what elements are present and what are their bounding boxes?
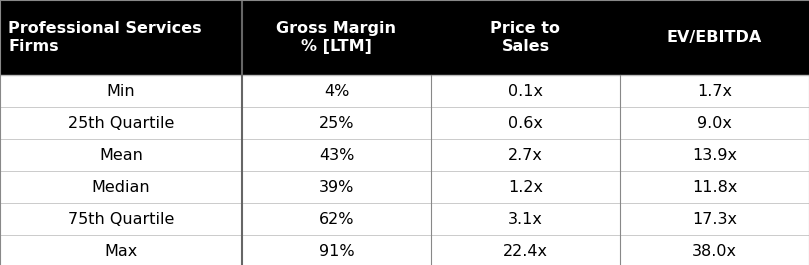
Text: 1.2x: 1.2x xyxy=(508,179,543,195)
Bar xyxy=(0,107,242,139)
Text: 0.1x: 0.1x xyxy=(508,83,543,99)
Bar xyxy=(431,75,620,107)
Bar xyxy=(620,0,809,75)
Text: 43%: 43% xyxy=(319,148,354,162)
Text: 9.0x: 9.0x xyxy=(697,116,732,130)
Text: Gross Margin
% [LTM]: Gross Margin % [LTM] xyxy=(277,21,396,54)
Bar xyxy=(0,203,242,235)
Bar xyxy=(431,203,620,235)
Bar xyxy=(431,0,620,75)
Text: 11.8x: 11.8x xyxy=(692,179,737,195)
Bar xyxy=(242,75,431,107)
Bar xyxy=(620,107,809,139)
Bar xyxy=(0,0,242,75)
Bar xyxy=(620,235,809,265)
Text: Price to
Sales: Price to Sales xyxy=(490,21,561,54)
Bar xyxy=(242,139,431,171)
Text: 62%: 62% xyxy=(319,211,354,227)
Text: Median: Median xyxy=(91,179,150,195)
Text: Professional Services
Firms: Professional Services Firms xyxy=(8,21,201,54)
Text: 0.6x: 0.6x xyxy=(508,116,543,130)
Text: 1.7x: 1.7x xyxy=(697,83,732,99)
Bar xyxy=(0,75,242,107)
Bar xyxy=(242,0,431,75)
Bar xyxy=(620,203,809,235)
Text: 22.4x: 22.4x xyxy=(503,244,548,258)
Text: 17.3x: 17.3x xyxy=(692,211,737,227)
Text: 3.1x: 3.1x xyxy=(508,211,543,227)
Text: 25th Quartile: 25th Quartile xyxy=(68,116,174,130)
Bar xyxy=(242,171,431,203)
Text: 13.9x: 13.9x xyxy=(692,148,737,162)
Bar xyxy=(431,139,620,171)
Text: Max: Max xyxy=(104,244,138,258)
Text: 39%: 39% xyxy=(319,179,354,195)
Bar xyxy=(0,139,242,171)
Bar xyxy=(0,235,242,265)
Text: EV/EBITDA: EV/EBITDA xyxy=(667,30,762,45)
Text: 25%: 25% xyxy=(319,116,354,130)
Text: Mean: Mean xyxy=(99,148,143,162)
Text: 75th Quartile: 75th Quartile xyxy=(68,211,174,227)
Bar xyxy=(242,235,431,265)
Bar xyxy=(620,139,809,171)
Bar xyxy=(431,107,620,139)
Text: 38.0x: 38.0x xyxy=(692,244,737,258)
Bar xyxy=(431,171,620,203)
Text: 4%: 4% xyxy=(324,83,349,99)
Text: 2.7x: 2.7x xyxy=(508,148,543,162)
Bar xyxy=(620,171,809,203)
Bar xyxy=(242,203,431,235)
Bar xyxy=(431,235,620,265)
Bar xyxy=(242,107,431,139)
Text: 91%: 91% xyxy=(319,244,354,258)
Bar xyxy=(0,171,242,203)
Bar xyxy=(620,75,809,107)
Text: Min: Min xyxy=(107,83,135,99)
